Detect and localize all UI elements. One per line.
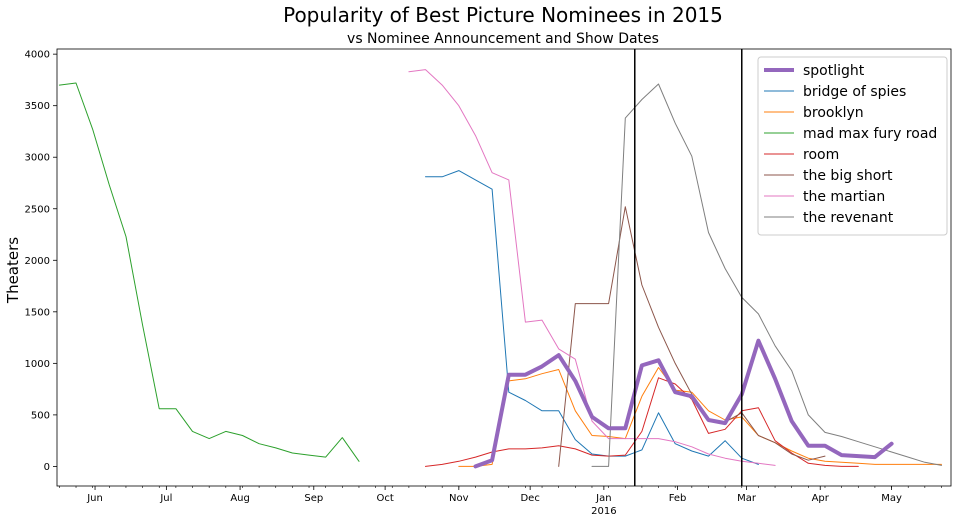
x-tick-label-jun: Jun xyxy=(86,493,103,504)
y-tick-label-2500: 2500 xyxy=(25,204,50,215)
x-tick-label-apr: Apr xyxy=(812,493,830,504)
x-tick-label-dec: Dec xyxy=(520,493,539,504)
y-tick-label-4000: 4000 xyxy=(25,50,50,61)
legend-box xyxy=(757,56,948,236)
legend-label-bridge-of-spies: bridge of spies xyxy=(803,84,906,100)
y-tick-label-500: 500 xyxy=(31,410,50,421)
x-tick-label-jul: Jul xyxy=(159,493,172,504)
chart-title: Popularity of Best Picture Nominees in 2… xyxy=(283,3,723,27)
legend-label-the-martian: the martian xyxy=(803,189,885,205)
chart-subtitle: vs Nominee Announcement and Show Dates xyxy=(347,31,659,47)
y-tick-label-3500: 3500 xyxy=(25,101,50,112)
legend: spotlight bridge of spies brooklyn mad max … xyxy=(757,56,948,236)
legend-label-mad-max-fury-road: mad max fury road xyxy=(803,126,937,142)
x-tick-label-nov: Nov xyxy=(449,493,469,504)
x-tick-label-aug: Aug xyxy=(230,493,250,504)
y-tick-label-1000: 1000 xyxy=(25,359,50,370)
legend-label-brooklyn: brooklyn xyxy=(803,105,864,121)
y-tick-label-1500: 1500 xyxy=(25,307,50,318)
x-tick-label-feb: Feb xyxy=(669,493,687,504)
series-line-spotlight xyxy=(473,338,894,469)
legend-label-spotlight: spotlight xyxy=(803,63,865,79)
x-tick-label-sep: Sep xyxy=(304,493,323,504)
x-tick-label-oct: Oct xyxy=(376,493,393,504)
plot-area: Jun Jul Aug Sep Oct Nov Dec Jan 2016 Feb Mar Apr May… xyxy=(25,48,952,517)
axes-frame xyxy=(56,48,952,487)
x-tick-year-label: 2016 xyxy=(591,506,616,517)
series-line-brooklyn xyxy=(458,367,942,467)
y-axis-label: Theaters xyxy=(4,237,22,304)
legend-label-the-big-short: the big short xyxy=(803,168,893,184)
x-tick-label-mar: Mar xyxy=(737,493,757,504)
y-tick-label-2000: 2000 xyxy=(25,256,50,267)
series-line-bridge-of-spies xyxy=(425,170,759,465)
x-tick-label-jan: Jan xyxy=(595,493,611,504)
x-tick-label-may: May xyxy=(881,493,902,504)
series-line-mad-max-fury-road xyxy=(58,82,360,462)
legend-label-room: room xyxy=(803,147,839,163)
y-tick-label-3000: 3000 xyxy=(25,153,50,164)
y-tick-label-0: 0 xyxy=(44,462,50,473)
series-line-room xyxy=(425,377,859,467)
series-line-the-martian xyxy=(408,69,776,466)
legend-label-the-revenant: the revenant xyxy=(803,210,894,226)
